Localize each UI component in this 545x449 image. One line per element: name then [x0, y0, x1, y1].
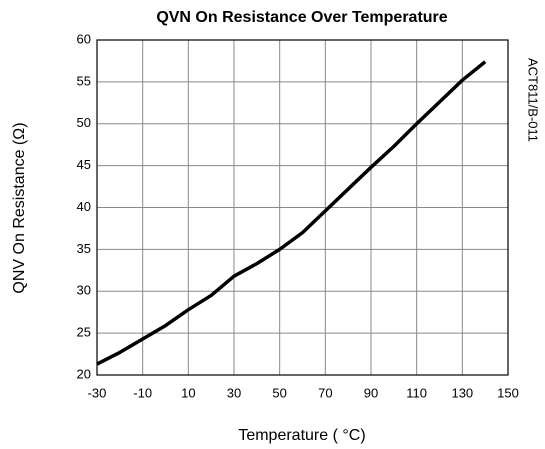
x-tick-label: 10 [181, 385, 195, 400]
x-tick-label: 50 [272, 385, 286, 400]
x-tick-label: 70 [318, 385, 332, 400]
data-line [96, 60, 487, 366]
x-tick-label: 110 [406, 385, 427, 400]
y-tick-label: 45 [77, 157, 91, 172]
y-tick-label: 40 [77, 199, 91, 214]
y-tick-label: 60 [77, 31, 91, 46]
x-tick-label: 90 [364, 385, 378, 400]
y-tick-label: 25 [77, 325, 91, 340]
y-tick-label: 55 [77, 73, 91, 88]
plot-frame [96, 39, 509, 376]
x-tick-label: 30 [227, 385, 241, 400]
y-tick-label: 50 [77, 115, 91, 130]
x-axis-label: Temperature ( °C) [238, 427, 365, 444]
y-tick-label: 20 [77, 366, 91, 381]
y-tick-label: 35 [77, 241, 91, 256]
x-tick-label: 150 [497, 385, 519, 400]
x-tick-label: 130 [451, 385, 473, 400]
y-axis-label: QNV On Resistance (Ω) [11, 122, 28, 293]
y-tick-label: 30 [77, 283, 91, 298]
annotation: ACT811/B-011 [526, 58, 541, 142]
x-tick-label: -30 [88, 385, 107, 400]
x-tick-label: -10 [133, 385, 152, 400]
chart-title: QVN On Resistance Over Temperature [156, 9, 447, 26]
